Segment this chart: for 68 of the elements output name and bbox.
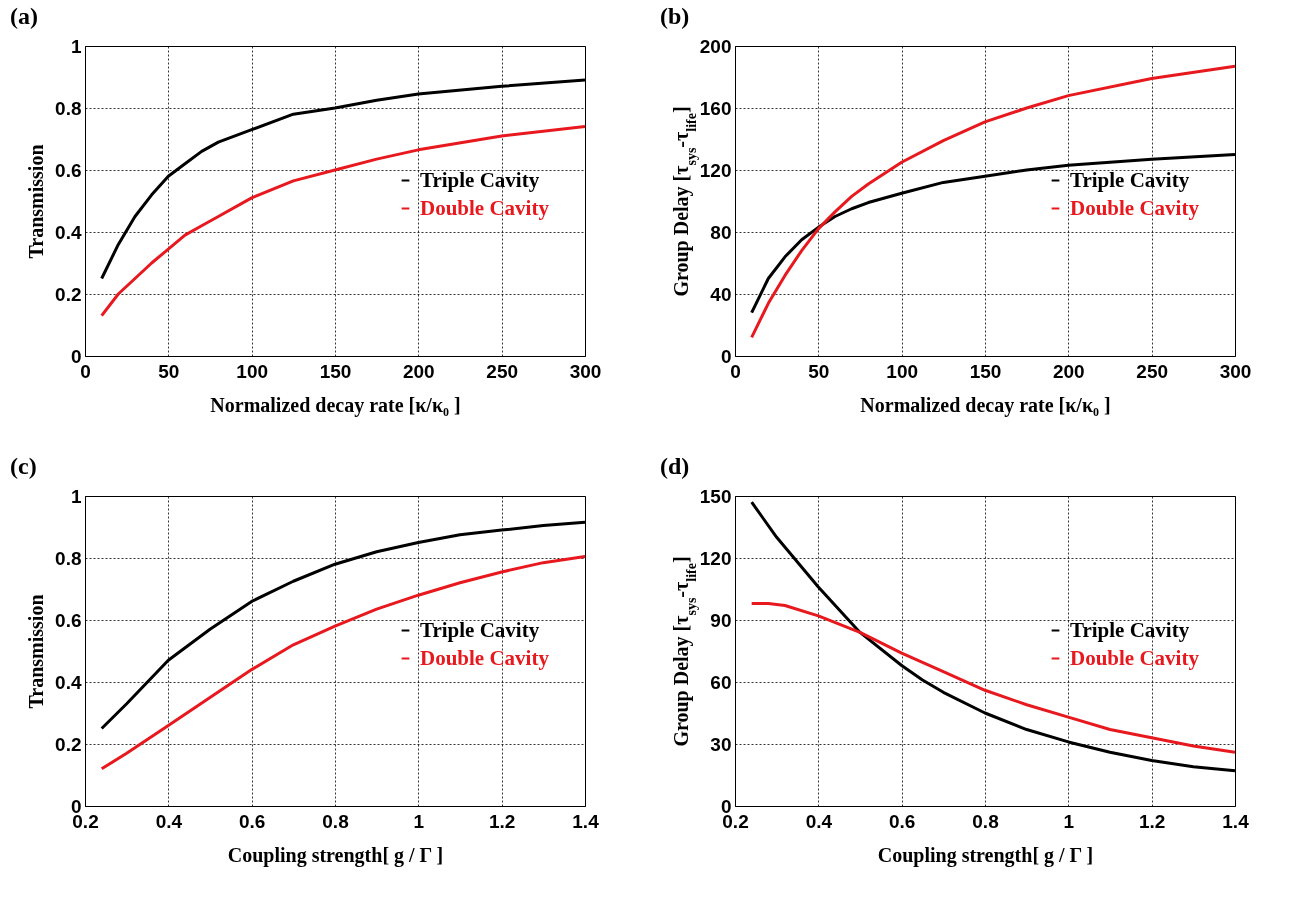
- legend-label: Triple Cavity: [420, 167, 540, 192]
- y-tick-label: 80: [710, 221, 732, 243]
- y-tick-label: 0.2: [55, 283, 82, 305]
- x-tick-label: 250: [486, 360, 519, 382]
- x-tick-label: 0.4: [805, 810, 833, 832]
- x-tick-label: 200: [402, 360, 435, 382]
- y-tick-label: 160: [699, 97, 732, 119]
- x-axis-title: Coupling strength[ g / Γ ]: [227, 843, 444, 867]
- x-tick-label: 50: [158, 360, 180, 382]
- legend-label: Double Cavity: [1070, 195, 1200, 220]
- y-tick-label: 0.4: [55, 671, 82, 693]
- x-tick-label: 1.4: [1222, 810, 1250, 832]
- x-tick-label: 250: [1136, 360, 1169, 382]
- x-tick-label: 0.6: [888, 810, 916, 832]
- line-series: [750, 601, 1237, 754]
- x-tick-label: 0.4: [155, 810, 183, 832]
- chart-title: (d): [660, 453, 690, 479]
- legend-label: Triple Cavity: [420, 617, 540, 642]
- y-tick-label: 60: [710, 671, 732, 693]
- x-tick-label: 100: [236, 360, 269, 382]
- x-tick-label: 1: [1063, 810, 1075, 832]
- x-tick-label: 0.8: [972, 810, 999, 832]
- y-tick-label: 1: [70, 485, 82, 507]
- x-tick-label: 150: [319, 360, 352, 382]
- chart-title: (c): [10, 453, 37, 479]
- y-tick-label: 0.8: [55, 97, 82, 119]
- x-tick-label: 1.4: [572, 810, 600, 832]
- y-axis-title: Transmission: [25, 144, 48, 259]
- x-tick-label: 50: [808, 360, 830, 382]
- y-tick-label: 0.6: [55, 609, 82, 631]
- legend-label: Double Cavity: [420, 645, 550, 670]
- x-tick-label: 150: [969, 360, 1002, 382]
- line-series: [750, 64, 1237, 339]
- y-tick-label: 0.4: [55, 221, 82, 243]
- legend-label: Triple Cavity: [1070, 167, 1190, 192]
- x-tick-label: 200: [1052, 360, 1085, 382]
- y-tick-label: 0.6: [55, 159, 82, 181]
- y-tick-label: 0: [720, 345, 732, 367]
- y-tick-label: 0: [70, 345, 82, 367]
- x-tick-label: 1.2: [488, 810, 516, 832]
- x-axis-title: Normalized decay rate [κ/κ₀ ]: [860, 393, 1111, 417]
- y-tick-label: 120: [699, 547, 732, 569]
- x-tick-label: 1.2: [1138, 810, 1166, 832]
- legend-label: Triple Cavity: [1070, 617, 1190, 642]
- y-tick-label: 1: [70, 35, 82, 57]
- y-tick-label: 120: [699, 159, 732, 181]
- y-tick-label: 30: [710, 733, 732, 755]
- chart-title: (b): [660, 3, 690, 29]
- x-tick-label: 1: [413, 810, 425, 832]
- y-tick-label: 90: [710, 609, 732, 631]
- y-axis-title: Transmission: [25, 594, 48, 709]
- x-axis-title: Normalized decay rate [κ/κ₀ ]: [210, 393, 461, 417]
- x-tick-label: 0.6: [238, 810, 266, 832]
- x-axis-title: Coupling strength[ g / Γ ]: [877, 843, 1094, 867]
- x-tick-label: 100: [886, 360, 919, 382]
- y-tick-label: 150: [699, 485, 732, 507]
- x-tick-label: 300: [569, 360, 602, 382]
- chart-title: (a): [10, 3, 38, 29]
- y-tick-label: 0.8: [55, 547, 82, 569]
- line-series: [100, 554, 587, 771]
- y-tick-label: 0.2: [55, 733, 82, 755]
- y-tick-label: 40: [710, 283, 732, 305]
- x-tick-label: 300: [1219, 360, 1252, 382]
- x-tick-label: 0.8: [322, 810, 349, 832]
- y-tick-label: 200: [699, 35, 732, 57]
- legend-label: Double Cavity: [420, 195, 550, 220]
- line-series: [100, 125, 587, 318]
- legend-label: Double Cavity: [1070, 645, 1200, 670]
